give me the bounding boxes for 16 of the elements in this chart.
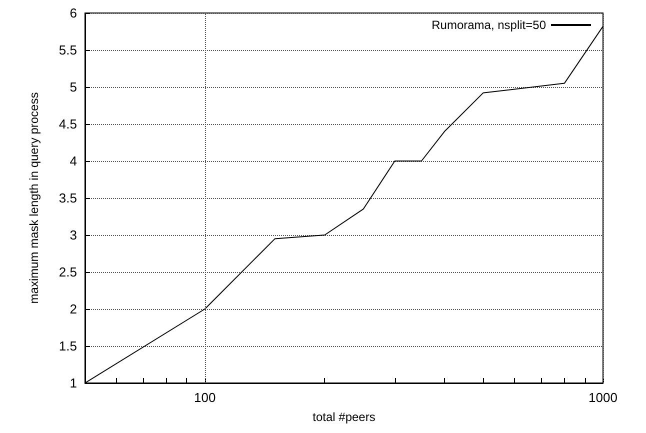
y-tick-label: 3.5 [58,190,77,206]
y-axis-title: maximum mask length in query process [27,92,41,304]
y-tick-label: 1.5 [58,338,77,354]
y-tick-label: 5 [70,80,77,94]
y-tick-label: 5.5 [58,42,77,58]
y-tick-label: 4.5 [58,116,77,132]
x-axis-title: total #peers [312,410,376,424]
legend-label: Rumorama, nsplit=50 [432,18,546,32]
y-tick-label: 6 [70,6,77,20]
y-tick-label: 3 [70,228,77,242]
x-tick-label: 1000 [588,390,618,405]
y-tick-label: 2 [70,302,77,316]
y-tick-label: 1 [70,376,77,390]
y-tick-label: 2.5 [58,264,77,280]
y-tick-label: 4 [70,154,77,168]
x-tick-label: 100 [194,390,216,405]
